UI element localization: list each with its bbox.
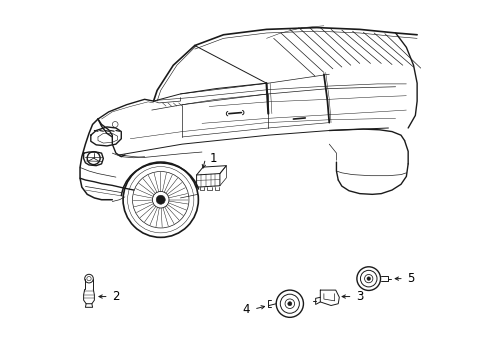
Text: 1: 1 bbox=[210, 152, 218, 165]
Text: 5: 5 bbox=[408, 272, 415, 285]
Text: 2: 2 bbox=[112, 290, 120, 303]
Circle shape bbox=[288, 302, 292, 306]
Text: 3: 3 bbox=[356, 290, 364, 303]
Circle shape bbox=[367, 277, 370, 280]
Text: 4: 4 bbox=[243, 303, 250, 316]
Circle shape bbox=[156, 195, 165, 204]
